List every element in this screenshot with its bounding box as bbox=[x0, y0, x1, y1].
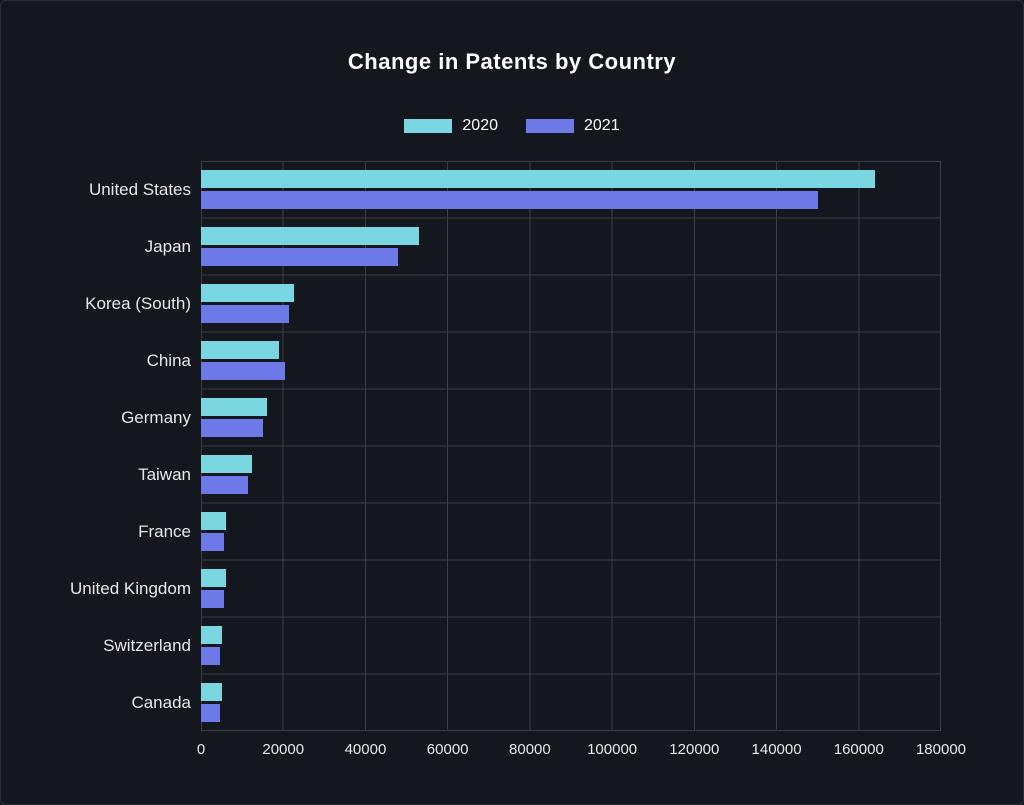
y-axis-category-label: Switzerland bbox=[103, 636, 191, 656]
bar[interactable] bbox=[201, 398, 267, 416]
x-axis-tick-label: 140000 bbox=[752, 741, 802, 758]
chart-card: Change in Patents by Country 2020 2021 U… bbox=[0, 0, 1024, 805]
chart-legend: 2020 2021 bbox=[1, 75, 1023, 135]
legend-swatch-icon bbox=[526, 119, 574, 133]
bar[interactable] bbox=[201, 533, 224, 551]
legend-label: 2021 bbox=[584, 117, 620, 135]
y-axis-category-label: France bbox=[138, 522, 191, 542]
bar[interactable] bbox=[201, 569, 226, 587]
bar[interactable] bbox=[201, 512, 226, 530]
y-axis-category-label: Canada bbox=[131, 693, 191, 713]
bar[interactable] bbox=[201, 476, 248, 494]
y-axis-category-label: Japan bbox=[145, 237, 191, 257]
y-axis-category-label: China bbox=[147, 351, 191, 371]
y-axis-category-label: Germany bbox=[121, 408, 191, 428]
x-axis-tick-label: 0 bbox=[197, 741, 205, 758]
bar[interactable] bbox=[201, 455, 252, 473]
bar[interactable] bbox=[201, 647, 220, 665]
legend-item-2020[interactable]: 2020 bbox=[404, 117, 498, 135]
bar[interactable] bbox=[201, 170, 875, 188]
bar[interactable] bbox=[201, 419, 263, 437]
legend-item-2021[interactable]: 2021 bbox=[526, 117, 620, 135]
chart-title: Change in Patents by Country bbox=[1, 1, 1023, 75]
bars-layer bbox=[201, 161, 941, 731]
y-axis-category-label: United Kingdom bbox=[70, 579, 191, 599]
x-axis-tick-label: 20000 bbox=[262, 741, 304, 758]
bar[interactable] bbox=[201, 341, 279, 359]
x-axis-tick-label: 60000 bbox=[427, 741, 469, 758]
x-axis-tick-label: 80000 bbox=[509, 741, 551, 758]
legend-swatch-icon bbox=[404, 119, 452, 133]
x-axis-tick-label: 160000 bbox=[834, 741, 884, 758]
bar[interactable] bbox=[201, 704, 220, 722]
bar[interactable] bbox=[201, 683, 222, 701]
bar[interactable] bbox=[201, 590, 224, 608]
bar[interactable] bbox=[201, 191, 818, 209]
x-axis-tick-label: 120000 bbox=[669, 741, 719, 758]
bar[interactable] bbox=[201, 305, 289, 323]
y-axis-category-label: United States bbox=[89, 180, 191, 200]
y-axis-category-label: Korea (South) bbox=[85, 294, 191, 314]
bar[interactable] bbox=[201, 227, 419, 245]
bar[interactable] bbox=[201, 626, 222, 644]
x-axis-tick-label: 180000 bbox=[916, 741, 966, 758]
plot-area bbox=[201, 161, 941, 731]
y-axis-category-label: Taiwan bbox=[138, 465, 191, 485]
x-axis-labels: 0200004000060000800001000001200001400001… bbox=[201, 741, 941, 771]
bar[interactable] bbox=[201, 284, 294, 302]
bar[interactable] bbox=[201, 248, 398, 266]
y-axis-labels: United States Japan Korea (South) China Germ… bbox=[1, 161, 191, 731]
x-axis-tick-label: 100000 bbox=[587, 741, 637, 758]
x-axis-tick-label: 40000 bbox=[345, 741, 387, 758]
bar[interactable] bbox=[201, 362, 285, 380]
legend-label: 2020 bbox=[462, 117, 498, 135]
